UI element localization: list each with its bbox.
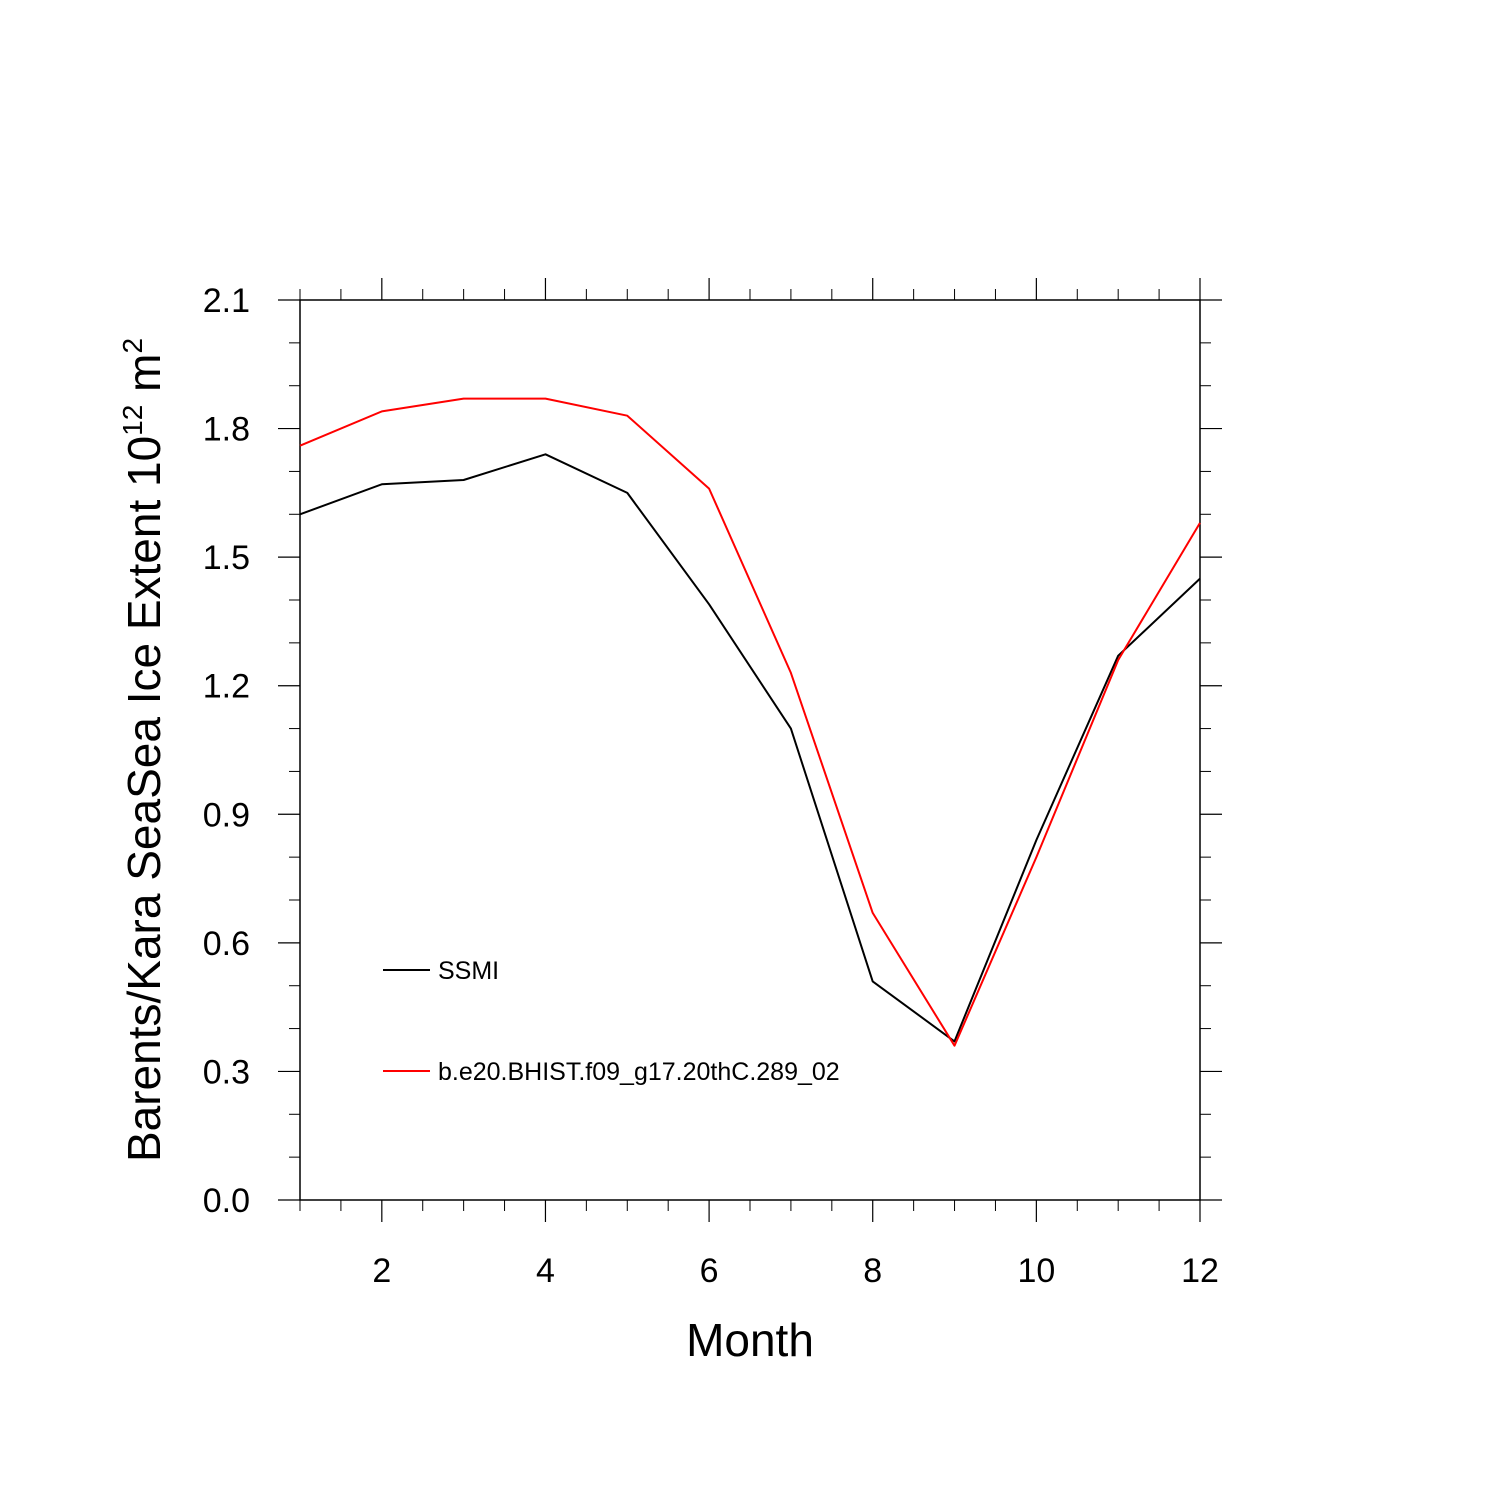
series-lines [299, 397, 1201, 1047]
x-tick-label: 6 [700, 1252, 719, 1290]
x-tick-label: 2 [372, 1252, 391, 1290]
y-tick-label: 0.6 [203, 925, 250, 963]
x-tick-label: 4 [536, 1252, 555, 1290]
y-axis-label: Barents/Kara SeaSea Ice Extent 1012 m2 [117, 338, 170, 1162]
y-axis-label-exponent1: 12 [117, 405, 148, 436]
legend-label: SSMI [438, 957, 499, 985]
x-tick-label: 8 [863, 1252, 882, 1290]
x-axis-label: Month [686, 1314, 814, 1366]
series-line-0 [299, 453, 1201, 1043]
x-tick-label: 12 [1181, 1252, 1219, 1290]
y-axis-label-prefix: Barents/Kara SeaSea Ice Extent 10 [118, 436, 170, 1162]
y-tick-label: 1.5 [203, 539, 250, 577]
axis-ticks [278, 278, 1222, 1222]
series-line-1 [299, 397, 1201, 1047]
axis-tick-labels: 2 4 6 8 10 12 0.0 0.3 0.6 0.9 1.2 1.5 1.8 2.1 [203, 282, 1219, 1290]
y-tick-label: 0.0 [203, 1182, 250, 1220]
y-tick-label: 1.2 [203, 668, 250, 706]
y-axis-label-middle: m [118, 354, 170, 405]
legend: SSMI b.e20.BHIST.f09_g17.20thC.289_02 [383, 957, 840, 1086]
x-tick-label: 10 [1017, 1252, 1055, 1290]
y-axis-label-exponent2: 2 [117, 338, 148, 354]
y-tick-label: 0.3 [203, 1053, 250, 1091]
y-tick-label: 0.9 [203, 796, 250, 834]
legend-label: b.e20.BHIST.f09_g17.20thC.289_02 [438, 1058, 840, 1086]
y-tick-label: 1.8 [203, 411, 250, 449]
y-tick-label: 2.1 [203, 282, 250, 320]
